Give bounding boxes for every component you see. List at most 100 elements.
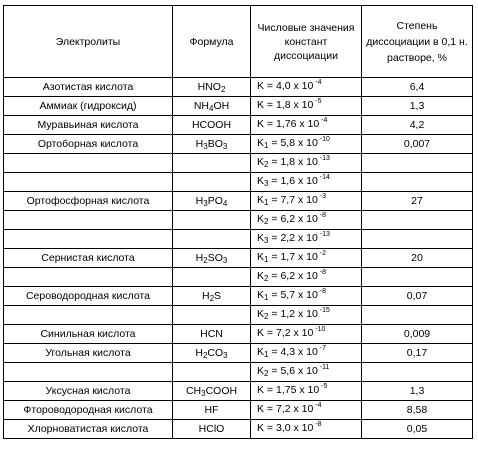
electrolyte-name xyxy=(3,362,173,382)
degree-cell: 1,3 xyxy=(361,381,473,401)
formula-cell xyxy=(172,172,251,192)
formula-cell xyxy=(172,305,251,325)
times-ten: x 10 xyxy=(299,118,320,130)
formula-part: BO xyxy=(207,137,223,150)
constant-exponent: -4 xyxy=(313,79,322,86)
table-row: Сероводородная кислота H2S K1 = 5,7 x 10 -… xyxy=(3,286,473,306)
constant-cell: K2 = 6,2 x 10 -8 xyxy=(250,267,362,287)
constant-mantissa: 6,2 xyxy=(280,270,296,282)
degree-cell xyxy=(361,229,473,249)
degree-cell: 0,007 xyxy=(361,134,473,154)
constant-mantissa: 1,76 xyxy=(275,118,297,130)
times-ten: x 10 xyxy=(299,384,320,396)
degree-cell: 8,58 xyxy=(361,400,473,420)
constant-symbol: K xyxy=(257,137,265,149)
constant-symbol: K xyxy=(257,80,265,92)
constant-mantissa: 2,2 xyxy=(280,232,296,244)
formula-part: H xyxy=(195,137,204,150)
constant-exponent: -8 xyxy=(317,288,326,295)
constant-mantissa: 1,7 xyxy=(280,251,296,263)
constant-symbol: K xyxy=(257,403,265,415)
formula-cell xyxy=(172,362,251,382)
table-row: Фтороводородная кислота HF K = 7,2 x 10 -4… xyxy=(3,400,473,420)
times-ten: x 10 xyxy=(297,194,318,206)
degree-cell: 20 xyxy=(361,248,473,268)
table-row: Аммиак (гидроксид) NH4OH K = 1,8 x 10 -5 1,… xyxy=(3,96,473,116)
constant-exponent: -13 xyxy=(317,155,330,162)
formula-part: NH xyxy=(193,99,209,112)
times-ten: x 10 xyxy=(293,422,314,434)
table-row: K2 = 5,6 x 10 -11 xyxy=(3,362,473,382)
constant-symbol: K xyxy=(257,384,265,396)
constant-cell: K = 1,75 x 10 -5 xyxy=(250,381,362,401)
constant-exponent: -4 xyxy=(313,402,322,409)
constant-index: 1 xyxy=(264,141,269,150)
electrolyte-name xyxy=(3,210,173,230)
formula-subscript: 2 xyxy=(220,84,226,94)
constant-exponent: -4 xyxy=(319,117,328,124)
table-row: Уксусная кислота CH3COOH K = 1,75 x 10 -5 1… xyxy=(3,381,473,401)
formula-part: HF xyxy=(204,404,219,416)
formula-cell: CH3COOH xyxy=(172,381,251,401)
constant-symbol: K xyxy=(257,422,265,434)
electrolyte-name: Фтороводородная кислота xyxy=(3,400,173,420)
formula-subscript: 3 xyxy=(222,141,228,151)
constant-cell: K1 = 5,7 x 10 -8 xyxy=(250,286,362,306)
electrolyte-name: Уксусная кислота xyxy=(3,381,173,401)
formula-part: CH xyxy=(185,384,202,397)
electrolyte-name xyxy=(3,229,173,249)
times-ten: x 10 xyxy=(293,80,314,92)
formula-subscript: 3 xyxy=(201,388,206,398)
times-ten: x 10 xyxy=(297,175,318,187)
times-ten: x 10 xyxy=(293,403,314,415)
formula-part: H xyxy=(201,289,210,302)
degree-cell: 27 xyxy=(361,191,473,211)
constant-cell: K2 = 1,8 x 10 -13 xyxy=(250,153,362,173)
degree-cell xyxy=(361,210,473,230)
constant-cell: K2 = 6,2 x 10 -8 xyxy=(250,210,362,230)
formula-subscript: 2 xyxy=(202,350,208,360)
constant-symbol: K xyxy=(257,365,265,377)
constant-index: 1 xyxy=(264,198,269,207)
degree-cell xyxy=(361,305,473,325)
constant-cell: K = 1,76 x 10 -4 xyxy=(250,115,362,135)
formula-subscript: 3 xyxy=(203,141,208,151)
constant-index: 2 xyxy=(264,312,269,321)
times-ten: x 10 xyxy=(297,365,318,377)
constant-mantissa: 5,6 xyxy=(280,365,296,377)
constant-mantissa: 5,7 xyxy=(280,289,296,301)
constant-mantissa: 4,0 xyxy=(275,80,291,92)
degree-cell: 0,17 xyxy=(361,343,473,363)
formula-subscript: 4 xyxy=(222,198,228,208)
constant-symbol: K xyxy=(257,327,265,339)
constant-symbol: K xyxy=(257,289,265,301)
constant-cell: K1 = 4,3 x 10 -7 xyxy=(250,343,362,363)
constant-index: 2 xyxy=(264,160,269,169)
formula-part: CO xyxy=(207,346,224,359)
constant-mantissa: 3,0 xyxy=(275,422,291,434)
constant-index: 2 xyxy=(264,217,269,226)
table-row: Азотистая кислота HNO2 K = 4,0 x 10 -4 6,4 xyxy=(3,77,473,97)
constant-symbol: K xyxy=(257,251,265,263)
constant-symbol: K xyxy=(257,270,265,282)
times-ten: x 10 xyxy=(297,346,318,358)
degree-cell xyxy=(361,172,473,192)
constant-index: 3 xyxy=(264,236,269,245)
times-ten: x 10 xyxy=(297,156,318,168)
constant-index: 1 xyxy=(264,350,269,359)
times-ten: x 10 xyxy=(293,99,314,111)
table-row: K2 = 6,2 x 10 -8 xyxy=(3,210,473,230)
formula-cell: NH4OH xyxy=(172,96,251,116)
constant-mantissa: 7,2 xyxy=(275,327,291,339)
constant-cell: K3 = 2,2 x 10 -13 xyxy=(250,229,362,249)
formula-subscript: 2 xyxy=(209,293,215,303)
formula-part: H xyxy=(195,194,204,207)
constant-symbol: K xyxy=(257,156,265,168)
header-formula: Формула xyxy=(172,5,251,78)
constant-exponent: -8 xyxy=(313,421,322,428)
constant-exponent: -10 xyxy=(317,136,330,143)
electrolyte-name: Синильная кислота xyxy=(3,324,173,344)
constant-symbol: K xyxy=(257,194,265,206)
constant-mantissa: 1,8 xyxy=(280,156,296,168)
constant-mantissa: 1,75 xyxy=(275,384,297,396)
